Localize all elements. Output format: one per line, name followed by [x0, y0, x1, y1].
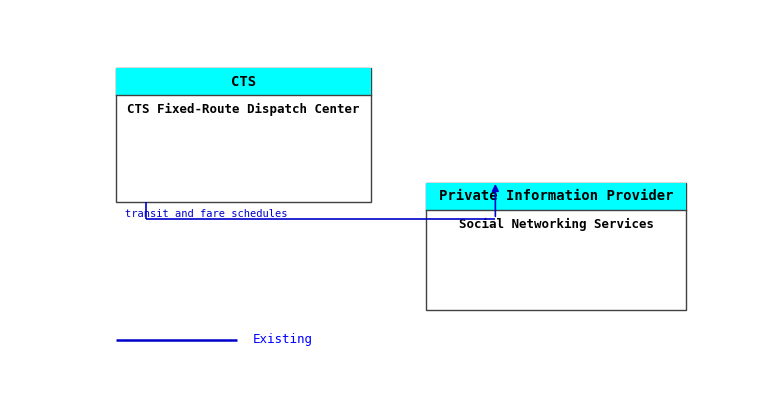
Bar: [426, 183, 687, 309]
Text: Social Networking Services: Social Networking Services: [459, 218, 654, 231]
Text: CTS: CTS: [231, 75, 256, 89]
Text: Private Information Provider: Private Information Provider: [438, 189, 673, 203]
Bar: [426, 183, 687, 210]
Text: Existing: Existing: [253, 333, 312, 346]
Bar: [116, 68, 371, 96]
Text: CTS Fixed-Route Dispatch Center: CTS Fixed-Route Dispatch Center: [128, 103, 359, 117]
Text: transit and fare schedules: transit and fare schedules: [125, 208, 287, 218]
Bar: [116, 68, 371, 202]
